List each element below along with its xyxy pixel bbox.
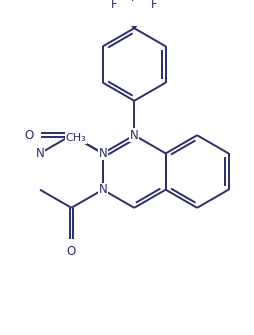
- Text: O: O: [25, 129, 34, 142]
- Text: N: N: [36, 147, 44, 160]
- Text: CH₃: CH₃: [66, 133, 87, 143]
- Text: F: F: [111, 0, 118, 11]
- Text: F: F: [151, 0, 157, 11]
- Text: N: N: [130, 129, 139, 142]
- Text: N: N: [99, 183, 107, 196]
- Text: F: F: [131, 0, 138, 4]
- Text: O: O: [67, 245, 76, 258]
- Text: N: N: [99, 147, 107, 160]
